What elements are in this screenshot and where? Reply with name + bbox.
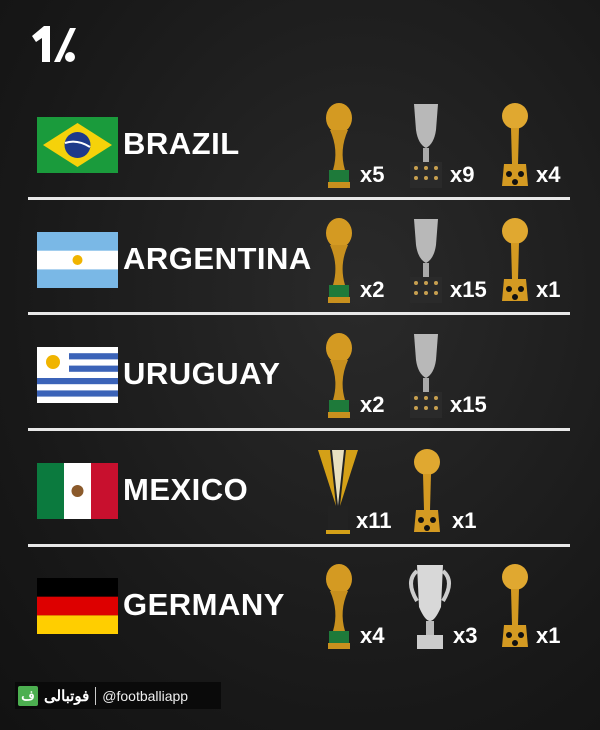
world-cup-trophy-icon (322, 215, 356, 310)
social-handle: @footballiapp (102, 687, 189, 704)
flag-brazil-icon (37, 117, 118, 173)
title-count: x1 (536, 277, 561, 302)
country-row-argentina: ARGENTINA x2 x15 x1 (0, 207, 600, 317)
country-row-uruguay: URUGUAY x2 x15 (0, 322, 600, 432)
country-row-brazil: BRAZIL x5 x9 x4 (0, 92, 600, 202)
divider (28, 312, 570, 315)
country-name: MEXICO (123, 472, 249, 507)
country-name: BRAZIL (123, 126, 240, 161)
country-name: ARGENTINA (123, 241, 312, 276)
footer-badge: ف فوتبالی @footballiapp (15, 682, 221, 709)
brand-name: فوتبالی (44, 687, 90, 705)
country-name: GERMANY (123, 587, 285, 622)
title-count: x2 (360, 392, 385, 417)
gold-cup-trophy-icon (316, 446, 360, 541)
title-count: x1 (536, 623, 561, 648)
title-count: x4 (536, 162, 561, 187)
flag-germany-icon (37, 578, 118, 634)
title-count: x2 (360, 277, 385, 302)
divider (28, 197, 570, 200)
copa-america-trophy-icon (404, 215, 448, 310)
divider (28, 428, 570, 431)
title-count: x15 (450, 277, 487, 302)
title-count: x9 (450, 162, 475, 187)
flag-mexico-icon (37, 463, 118, 519)
copa-america-trophy-icon (404, 100, 448, 195)
title-count: x3 (453, 623, 478, 648)
world-cup-trophy-icon (322, 330, 356, 425)
confederations-cup-trophy-icon (498, 100, 532, 195)
confederations-cup-trophy-icon (498, 561, 532, 656)
flag-argentina-icon (37, 232, 118, 288)
world-cup-trophy-icon (322, 100, 356, 195)
title-count: x5 (360, 162, 385, 187)
title-count: x4 (360, 623, 385, 648)
onefootball-logo-icon (32, 26, 76, 62)
separator (95, 686, 97, 705)
country-row-germany: GERMANY x4 x3 x1 (0, 553, 600, 663)
title-count: x1 (452, 508, 477, 533)
world-cup-trophy-icon (322, 561, 356, 656)
confederations-cup-trophy-icon (410, 446, 444, 541)
euro-trophy-icon (405, 561, 455, 656)
divider (28, 544, 570, 547)
confederations-cup-trophy-icon (498, 215, 532, 310)
copa-america-trophy-icon (404, 330, 448, 425)
flag-uruguay-icon (37, 347, 118, 403)
title-count: x11 (356, 508, 392, 533)
title-count: x15 (450, 392, 487, 417)
footballi-logo-icon: ف (18, 685, 38, 706)
country-row-mexico: MEXICO x11 x1 (0, 438, 600, 548)
country-name: URUGUAY (123, 356, 281, 391)
